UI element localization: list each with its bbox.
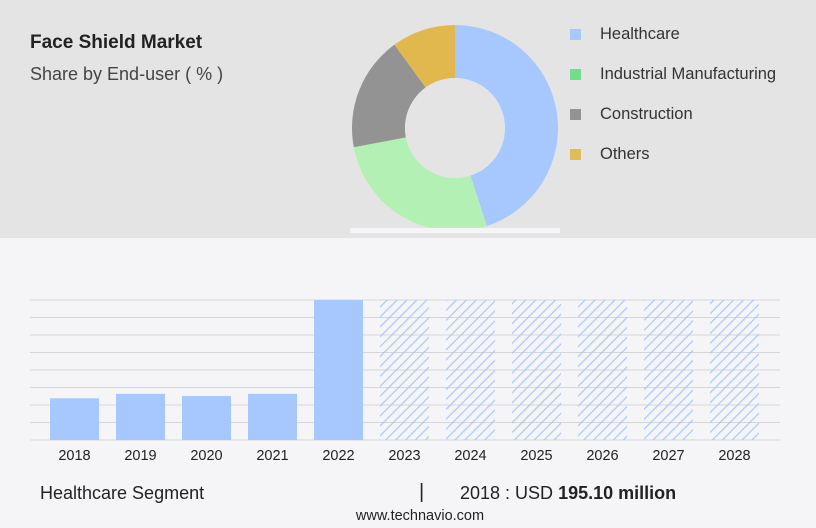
legend-item-industrial-manufacturing: Industrial Manufacturing bbox=[570, 54, 776, 94]
bar-2018 bbox=[50, 398, 99, 440]
x-tick-label: 2023 bbox=[388, 448, 420, 464]
x-tick-label: 2020 bbox=[190, 448, 222, 464]
legend-label-healthcare: Healthcare bbox=[600, 24, 680, 43]
legend-label-industrial-manufacturing: Industrial Manufacturing bbox=[600, 64, 777, 83]
x-tick-label: 2024 bbox=[454, 448, 486, 464]
x-tick-label: 2027 bbox=[652, 448, 684, 464]
bar-2025 bbox=[512, 300, 561, 440]
donut-slice-construction bbox=[352, 44, 426, 148]
donut-slice-others bbox=[394, 25, 455, 88]
legend-label-others: Others bbox=[600, 144, 650, 163]
x-tick-label: 2022 bbox=[322, 448, 354, 464]
donut-slice-industrial-manufacturing bbox=[353, 137, 487, 231]
bar-2021 bbox=[248, 393, 297, 440]
legend-swatch-others bbox=[570, 148, 581, 160]
bar-2024 bbox=[446, 300, 495, 440]
chart-subtitle: Share by End-user ( % ) bbox=[30, 64, 224, 84]
x-tick-label: 2026 bbox=[586, 448, 618, 464]
x-tick-label: 2021 bbox=[256, 448, 288, 464]
donut-hole bbox=[405, 78, 505, 178]
bar-chart: 2018 2019 2020 2021 2022 2023 2024 2025 2026 2027… bbox=[30, 299, 780, 464]
bar-2028 bbox=[710, 300, 759, 440]
source-link[interactable]: www.technavio.com bbox=[355, 508, 485, 524]
x-tick-label: 2018 bbox=[58, 448, 90, 464]
segment-value: 2018 : USD 195.10 million bbox=[460, 483, 676, 504]
legend-label-construction: Construction bbox=[600, 104, 693, 123]
donut-slice-healthcare bbox=[455, 25, 558, 226]
bar-2020 bbox=[182, 395, 231, 440]
bar-2026 bbox=[578, 300, 627, 440]
footer-separator: | bbox=[419, 481, 425, 503]
donut-chart bbox=[350, 25, 560, 233]
segment-value-amount: 195.10 million bbox=[558, 483, 677, 503]
x-tick-label: 2028 bbox=[718, 448, 750, 464]
legend-item-others: Others bbox=[570, 134, 776, 174]
bar-2023 bbox=[380, 300, 429, 440]
donut-bottom-clip bbox=[350, 228, 560, 233]
legend-item-construction: Construction bbox=[570, 94, 776, 134]
x-tick-label: 2019 bbox=[124, 448, 156, 464]
chart-title: Face Shield Market bbox=[30, 32, 203, 53]
legend-swatch-construction bbox=[570, 108, 581, 120]
legend-swatch-industrial-manufacturing bbox=[570, 68, 581, 80]
segment-value-year: 2018 : USD bbox=[460, 483, 559, 503]
segment-label: Healthcare Segment bbox=[40, 483, 205, 503]
legend: Healthcare Industrial Manufacturing Cons… bbox=[570, 14, 776, 174]
bar-2027 bbox=[644, 300, 693, 440]
legend-swatch-healthcare bbox=[570, 28, 581, 40]
bar-2019 bbox=[116, 393, 165, 440]
legend-item-healthcare: Healthcare bbox=[570, 14, 776, 54]
x-tick-label: 2025 bbox=[520, 448, 552, 464]
bar-2022 bbox=[314, 300, 363, 440]
